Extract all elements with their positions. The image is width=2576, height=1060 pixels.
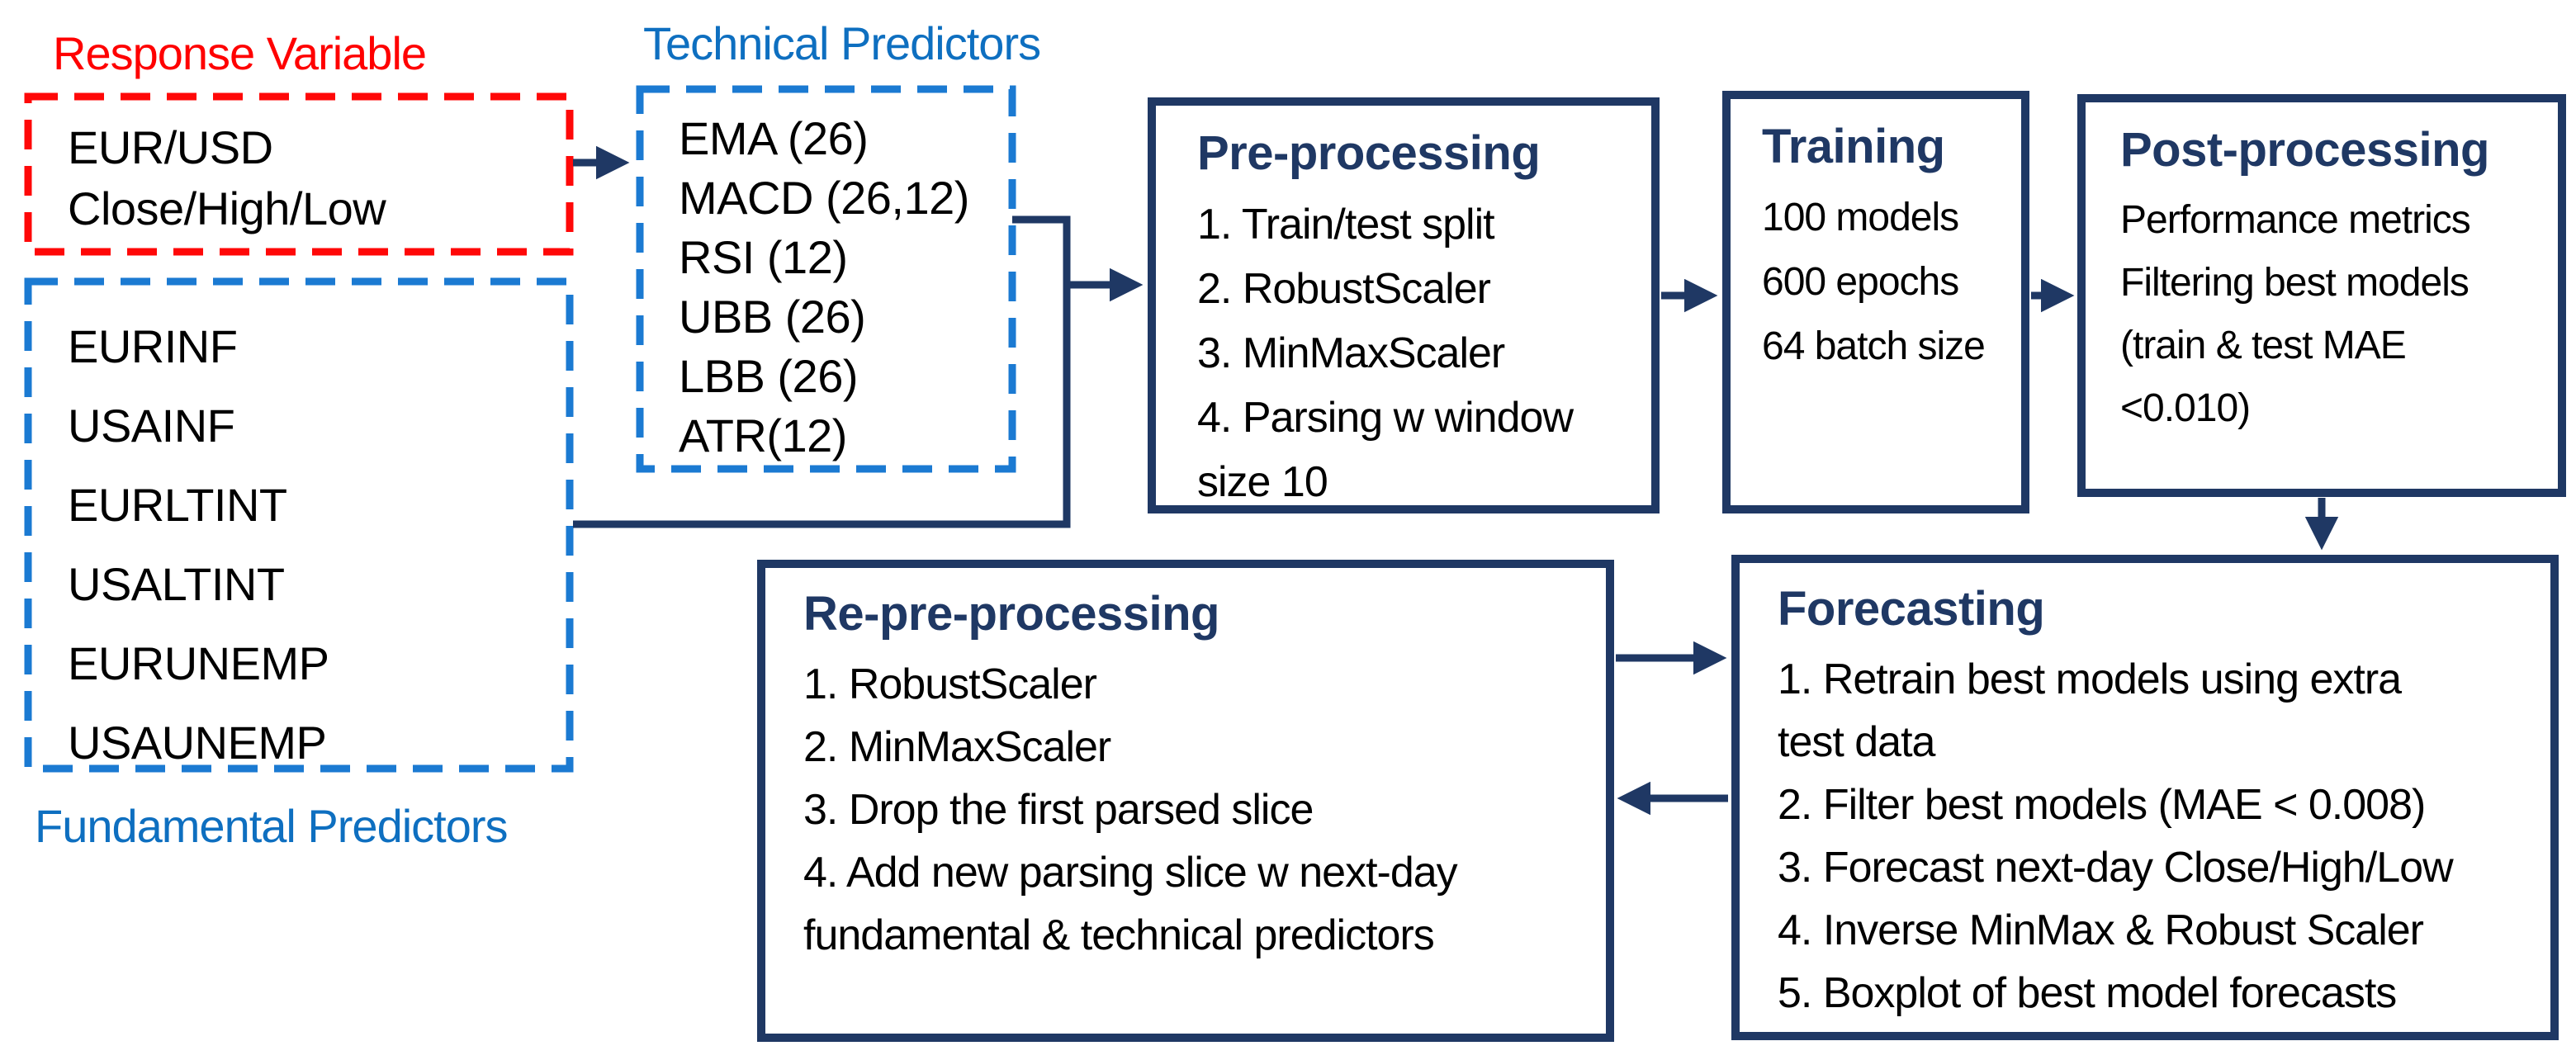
fundamental-indicator: USALTINT — [68, 558, 285, 610]
response-variable-box — [24, 92, 574, 256]
fundamental-predictors-label: Fundamental Predictors — [35, 800, 509, 852]
fundamental-predictors-content: EURINF USAINF EURLTINT USALTINT EURUNEMP… — [68, 307, 329, 783]
response-variable-content: EUR/USD Close/High/Low — [68, 117, 386, 239]
postprocessing-detail: Filtering best models — [2120, 261, 2469, 305]
technical-predictors-box — [636, 85, 1016, 473]
forecasting-box: Forecasting 1. Retrain best models using… — [1731, 555, 2559, 1040]
preprocessing-title: Pre-processing — [1197, 126, 1541, 180]
reprocessing-step: 3. Drop the first parsed slice — [803, 786, 1314, 834]
fundamental-indicator: EURUNEMP — [68, 637, 329, 689]
forecasting-step: 4. Inverse MinMax & Robust Scaler — [1778, 906, 2424, 954]
forecasting-step: 3. Forecast next-day Close/High/Low — [1778, 844, 2454, 892]
reprocessing-step: 4. Add new parsing slice w next-day — [803, 849, 1458, 897]
reprocessing-step: 2. MinMaxScaler — [803, 723, 1111, 771]
postprocessing-detail: <0.010) — [2120, 386, 2251, 430]
reprocessing-title: Re-pre-processing — [803, 587, 1219, 641]
postprocessing-box: Post-processing Performance metrics Filt… — [2077, 94, 2566, 497]
technical-indicator: RSI (12) — [679, 231, 848, 283]
reprocessing-box: Re-pre-processing 1. RobustScaler 2. Min… — [757, 560, 1614, 1042]
fundamental-indicator: USAUNEMP — [68, 717, 327, 769]
postprocessing-detail: (train & test MAE — [2120, 324, 2407, 367]
connector-technical-and-fundamental-junction — [573, 215, 1071, 528]
training-detail: 100 models — [1762, 196, 1959, 239]
reprocessing-step: 1. RobustScaler — [803, 660, 1097, 708]
technical-indicator: EMA (26) — [679, 112, 869, 164]
forecasting-title: Forecasting — [1778, 582, 2045, 636]
postprocessing-title: Post-processing — [2120, 123, 2489, 177]
response-line: Close/High/Low — [68, 182, 386, 234]
preprocessing-step: size 10 — [1197, 458, 1328, 506]
preprocessing-step: 4. Parsing w window — [1197, 394, 1574, 442]
technical-indicator: MACD (26,12) — [679, 172, 969, 224]
training-box: Training 100 models 600 epochs 64 batch … — [1722, 91, 2029, 513]
preprocessing-step: 2. RobustScaler — [1197, 265, 1491, 313]
fundamental-indicator: EURLTINT — [68, 479, 287, 531]
forecasting-step: 5. Boxplot of best model forecasts — [1778, 969, 2397, 1017]
forecasting-step: 2. Filter best models (MAE < 0.008) — [1778, 781, 2426, 829]
response-variable-label: Response Variable — [53, 27, 427, 79]
forecasting-step: test data — [1778, 718, 1935, 766]
preprocessing-step: 3. MinMaxScaler — [1197, 329, 1505, 377]
technical-predictors-label: Technical Predictors — [643, 17, 1041, 69]
technical-indicator: UBB (26) — [679, 291, 866, 343]
technical-indicator: ATR(12) — [679, 409, 847, 461]
forecasting-step: 1. Retrain best models using extra — [1778, 655, 2402, 703]
technical-predictors-content: EMA (26) MACD (26,12) RSI (12) UBB (26) … — [679, 109, 969, 466]
technical-indicator: LBB (26) — [679, 350, 858, 402]
training-detail: 600 epochs — [1762, 260, 1959, 304]
fundamental-indicator: USAINF — [68, 400, 235, 452]
training-detail: 64 batch size — [1762, 324, 1986, 368]
training-title: Training — [1762, 120, 1945, 173]
response-line: EUR/USD — [68, 121, 273, 173]
fundamental-indicator: EURINF — [68, 320, 238, 372]
reprocessing-step: fundamental & technical predictors — [803, 911, 1435, 959]
preprocessing-box: Pre-processing 1. Train/test split 2. Ro… — [1148, 97, 1660, 513]
fundamental-predictors-box — [24, 277, 574, 773]
postprocessing-detail: Performance metrics — [2120, 198, 2471, 242]
preprocessing-step: 1. Train/test split — [1197, 201, 1495, 248]
